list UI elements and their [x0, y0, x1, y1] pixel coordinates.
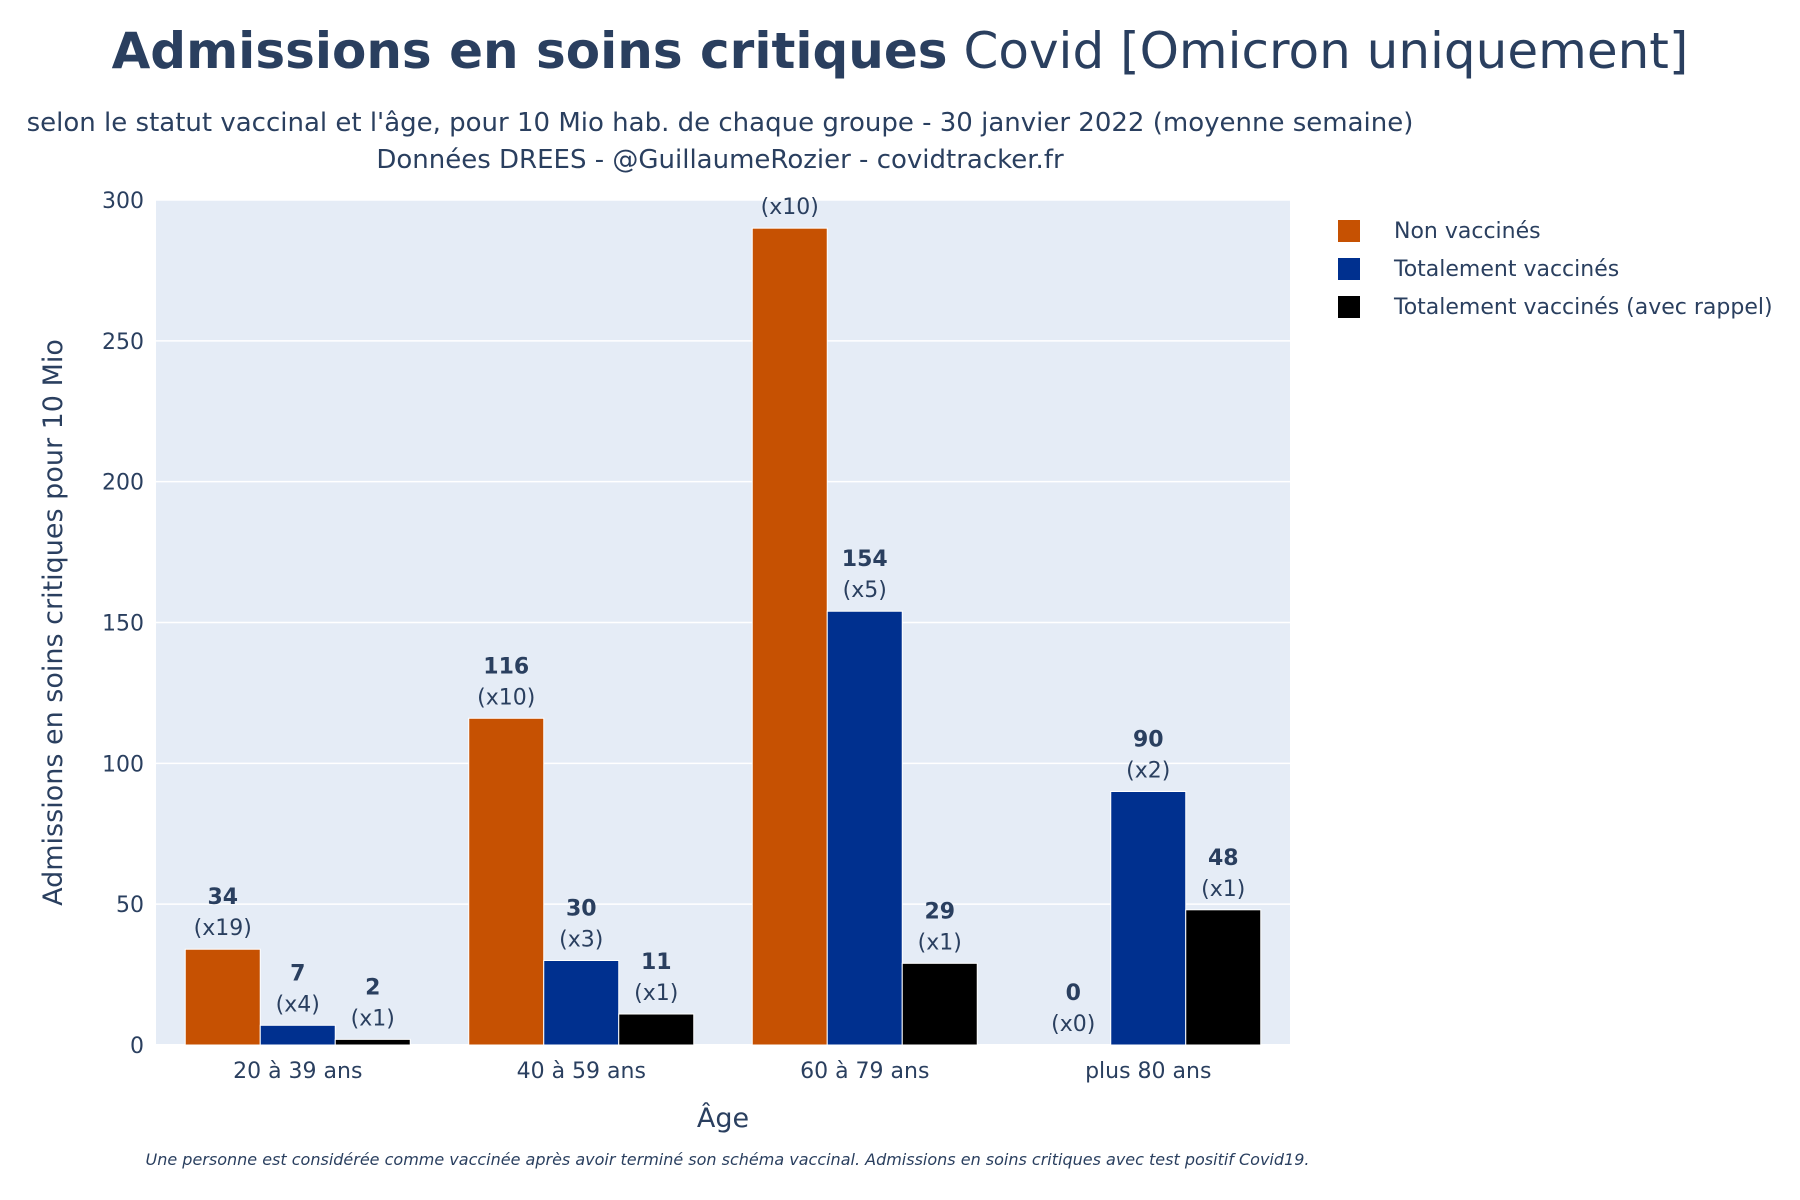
y-axis-title: Admissions en soins critiques pour 10 Mi…	[38, 339, 69, 906]
bar	[826, 610, 903, 1046]
bar	[1185, 909, 1262, 1046]
x-tick-label: 20 à 39 ans	[233, 1059, 362, 1084]
chart-title: Admissions en soins critiques Covid [Omi…	[0, 22, 1800, 80]
value-label: 48	[1208, 846, 1239, 871]
legend-label: Totalement vaccinés	[1394, 256, 1620, 282]
ratio-label: (x5)	[843, 578, 887, 603]
legend-item[interactable]: Totalement vaccinés	[1338, 250, 1773, 288]
legend: Non vaccinés Totalement vaccinés Totalemen…	[1338, 212, 1773, 326]
value-label: 7	[290, 961, 305, 986]
ratio-label: (x1)	[1201, 877, 1245, 902]
bars	[184, 227, 1262, 1046]
legend-label: Non vaccinés	[1394, 218, 1541, 244]
y-tick-label: 200	[102, 471, 144, 496]
value-label: 154	[842, 547, 888, 572]
legend-swatch	[1338, 296, 1360, 318]
y-tick-label: 50	[116, 893, 144, 918]
ratio-label: (x3)	[559, 928, 603, 953]
bar	[468, 717, 545, 1046]
value-label: 0	[1066, 981, 1081, 1006]
footnote: Une personne est considérée comme vaccin…	[145, 1150, 1310, 1169]
ratio-label: (x1)	[918, 930, 962, 955]
ratio-label: (x19)	[194, 916, 252, 941]
bar	[184, 948, 261, 1046]
ratio-label: (x4)	[276, 992, 320, 1017]
bar	[543, 960, 620, 1046]
ratio-label: (x0)	[1051, 1012, 1095, 1037]
y-tick-label: 100	[102, 752, 144, 777]
legend-label: Totalement vaccinés (avec rappel)	[1394, 294, 1773, 320]
y-tick-label: 0	[130, 1034, 144, 1059]
x-axis-title: Âge	[697, 1102, 749, 1134]
data-labels: (x19) 34 (x4) 7 (x1) 2 (x10) 116 (x3) 30 (x1) 11 (x1…	[194, 195, 1246, 1037]
bar	[901, 962, 978, 1046]
ratio-label: (x10)	[761, 195, 819, 220]
bar	[1110, 791, 1187, 1046]
value-label: 2	[365, 975, 380, 1000]
y-tick-label: 250	[102, 330, 144, 355]
bar	[334, 1038, 411, 1046]
value-label: 90	[1133, 728, 1164, 753]
legend-swatch	[1338, 220, 1360, 242]
legend-item[interactable]: Totalement vaccinés (avec rappel)	[1338, 288, 1773, 326]
ratio-label: (x1)	[634, 981, 678, 1006]
legend-item[interactable]: Non vaccinés	[1338, 212, 1773, 250]
legend-swatch	[1338, 258, 1360, 280]
ratio-label: (x10)	[477, 685, 535, 710]
x-tick-label: 40 à 59 ans	[517, 1059, 646, 1084]
bar	[618, 1013, 695, 1046]
chart-source-line: Données DREES - @GuillaumeRozier - covid…	[376, 145, 1064, 175]
bar	[259, 1024, 336, 1046]
value-label: 29	[924, 899, 955, 924]
value-label: 34	[207, 885, 238, 910]
ratio-label: (x1)	[351, 1006, 395, 1031]
chart-title-rest: Covid [Omicron uniquement]	[947, 22, 1689, 80]
ratio-label: (x2)	[1126, 759, 1170, 784]
y-tick-label: 300	[102, 189, 144, 214]
chart-title-bold: Admissions en soins critiques	[111, 22, 948, 80]
value-label: 116	[483, 654, 529, 679]
chart-subtitle: selon le statut vaccinal et l'âge, pour …	[26, 108, 1414, 138]
bar	[751, 227, 828, 1046]
value-label: 30	[566, 897, 597, 922]
x-tick-label: plus 80 ans	[1085, 1059, 1211, 1084]
x-tick-label: 60 à 79 ans	[800, 1059, 929, 1084]
value-label: 11	[641, 950, 672, 975]
y-tick-label: 150	[102, 612, 144, 637]
